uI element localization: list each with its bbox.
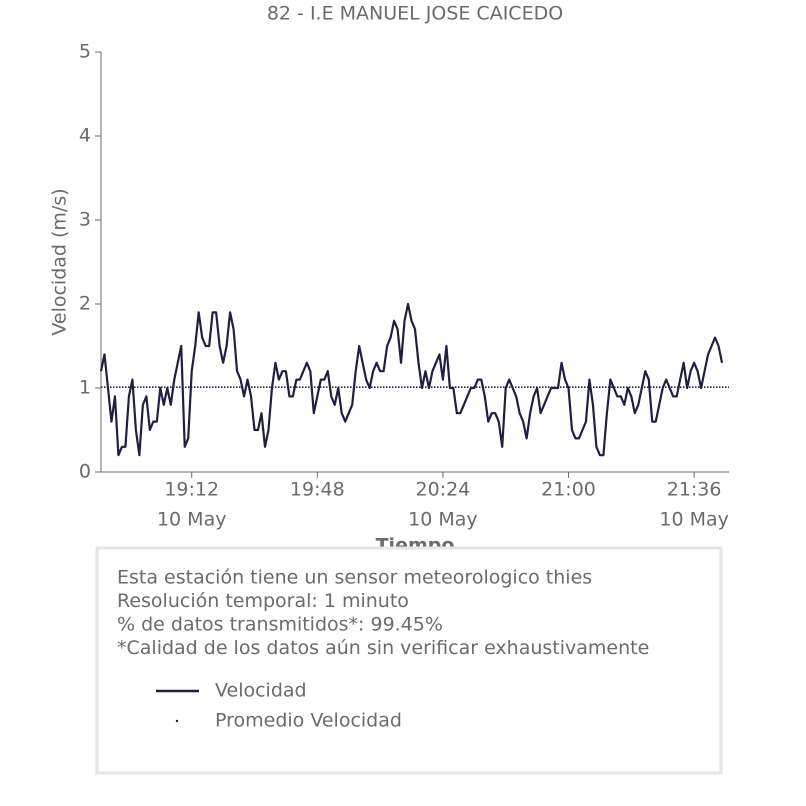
- x-tick-date: 10 May: [659, 509, 729, 531]
- info-box: [95, 546, 723, 775]
- y-tick-label: 1: [79, 377, 91, 399]
- y-axis-label: Velocidad (m/s): [49, 188, 71, 335]
- x-tick-label: 19:12: [164, 479, 219, 501]
- legend-label: Promedio Velocidad: [215, 710, 402, 732]
- x-tick-date: 10 May: [157, 509, 227, 531]
- line-series: [99, 302, 724, 457]
- y-tick-label: 3: [79, 209, 91, 231]
- info-box-content: Esta estación tiene un sensor meteorolog…: [117, 567, 649, 732]
- x-tick-label: 21:36: [667, 479, 722, 501]
- y-tick-label: 4: [79, 125, 91, 147]
- x-tick-date: 10 May: [408, 509, 478, 531]
- info-text: Esta estación tiene un sensor meteorolog…: [117, 567, 592, 589]
- y-tick-label: 0: [79, 461, 91, 483]
- x-tick-label: 20:24: [416, 479, 471, 501]
- y-tick-label: 2: [79, 293, 91, 315]
- legend-label: Velocidad: [215, 680, 307, 702]
- legend-dot: [175, 719, 179, 723]
- chart-title: 82 - I.E MANUEL JOSE CAICEDO: [267, 3, 563, 25]
- info-text: *Calidad de los datos aún sin verificar …: [117, 637, 649, 659]
- x-tick-label: 21:00: [541, 479, 596, 501]
- info-text: Resolución temporal: 1 minuto: [117, 590, 409, 612]
- x-tick-label: 19:48: [290, 479, 345, 501]
- info-text: % de datos transmitidos*: 99.45%: [117, 614, 443, 636]
- y-tick-label: 5: [79, 41, 91, 63]
